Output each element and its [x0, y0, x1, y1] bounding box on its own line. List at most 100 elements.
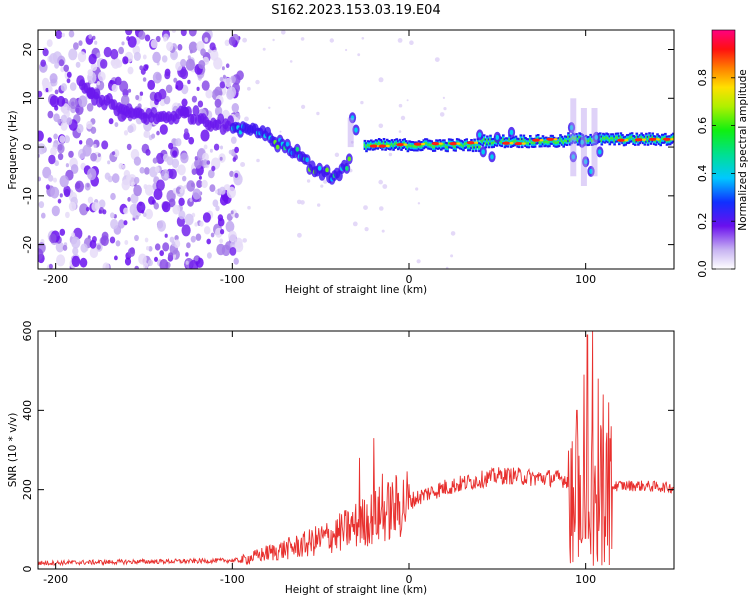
colorbar-tick-label: 0.8	[696, 69, 709, 87]
noise-speck	[224, 77, 232, 88]
spectral-core	[500, 140, 503, 144]
noise-speck	[206, 238, 211, 245]
noise-speck	[38, 90, 43, 98]
spectral-core	[317, 165, 322, 171]
noise-speck	[122, 56, 129, 65]
noise-speck	[236, 70, 244, 81]
noise-speck	[211, 165, 216, 172]
spectral-core	[629, 136, 632, 139]
spectral-core	[392, 144, 395, 148]
y-tick-label: 400	[21, 400, 34, 421]
spectral-core	[661, 137, 664, 141]
spectral-core	[465, 142, 468, 145]
noise-speck	[123, 220, 128, 226]
noise-speck	[161, 55, 168, 63]
colorbar-tick-label: 0.6	[696, 117, 709, 135]
noise-speck	[63, 185, 71, 196]
noise-speck	[124, 257, 132, 266]
noise-speck	[86, 183, 90, 188]
noise-speck	[177, 44, 183, 51]
spectral-core	[587, 139, 591, 143]
spectral-smear	[347, 117, 354, 148]
noise-speck	[316, 111, 320, 116]
noise-speck	[101, 231, 109, 241]
noise-speck	[157, 220, 166, 232]
spectral-core	[627, 137, 631, 141]
noise-speck	[71, 236, 81, 249]
noise-speck	[59, 175, 69, 188]
snr-y-axis-title: SNR (10 * v/v)	[7, 413, 19, 488]
noise-speck	[156, 179, 165, 191]
spectral-core	[569, 125, 574, 131]
noise-speck	[173, 77, 178, 83]
noise-speck	[63, 64, 69, 73]
noise-speck	[82, 144, 92, 157]
noise-speck	[364, 227, 369, 232]
noise-speck	[228, 149, 233, 155]
noise-speck	[68, 201, 77, 212]
noise-speck	[134, 234, 139, 242]
x-tick-label: 100	[575, 573, 596, 586]
noise-speck	[334, 152, 340, 157]
noise-speck	[439, 112, 445, 117]
spectral-peak	[431, 142, 440, 146]
spectral-core	[443, 143, 446, 146]
noise-speck	[357, 53, 361, 57]
noise-speck	[209, 184, 216, 193]
spectral-smear	[570, 98, 577, 177]
noise-speck	[203, 144, 208, 150]
noise-speck	[189, 197, 193, 202]
spectral-core	[444, 145, 448, 149]
spectral-peak	[421, 142, 426, 146]
spectral-core	[498, 140, 502, 143]
spectral-peak	[656, 138, 661, 141]
spectral-core	[495, 134, 500, 140]
spectral-core	[568, 139, 572, 142]
noise-speck	[93, 143, 97, 149]
noise-speck	[86, 103, 94, 112]
spectral-core	[468, 144, 472, 148]
spectral-core	[533, 141, 537, 144]
noise-speck	[40, 59, 46, 67]
y-tick-label: 200	[21, 479, 34, 500]
noise-speck	[85, 206, 90, 212]
noise-speck	[127, 197, 131, 202]
noise-speck	[144, 184, 154, 196]
noise-speck	[194, 222, 198, 227]
noise-speck	[189, 49, 193, 54]
noise-speck	[175, 80, 184, 91]
noise-speck	[219, 238, 224, 244]
noise-speck	[74, 180, 84, 193]
noise-speck	[91, 202, 99, 212]
noise-speck	[118, 46, 124, 55]
noise-speck	[234, 212, 239, 219]
spectral-core	[427, 143, 430, 146]
noise-speck	[209, 148, 213, 153]
spectral-core	[610, 137, 613, 140]
noise-speck	[445, 266, 449, 269]
spectral-smear	[591, 108, 598, 177]
noise-speck	[69, 97, 78, 110]
noise-speck	[42, 166, 52, 179]
spectral-core	[622, 140, 626, 143]
spectral-blob	[93, 88, 101, 100]
noise-speck	[180, 58, 187, 67]
noise-speck	[152, 71, 162, 84]
spectral-core	[411, 144, 414, 148]
spectral-peak	[642, 138, 646, 141]
spectral-core	[606, 136, 610, 140]
noise-speck	[151, 133, 156, 139]
noise-speck	[363, 205, 368, 211]
spectral-core	[603, 137, 607, 140]
noise-speck	[123, 207, 129, 215]
noise-speck	[262, 47, 266, 51]
noise-speck	[398, 103, 403, 108]
noise-speck	[87, 69, 94, 77]
noise-speck	[184, 184, 187, 189]
noise-speck	[221, 244, 231, 256]
noise-speck	[68, 30, 75, 38]
noise-speck	[114, 255, 118, 261]
spectral-core	[573, 137, 577, 140]
noise-speck	[150, 39, 158, 49]
spectral-core	[377, 141, 381, 145]
